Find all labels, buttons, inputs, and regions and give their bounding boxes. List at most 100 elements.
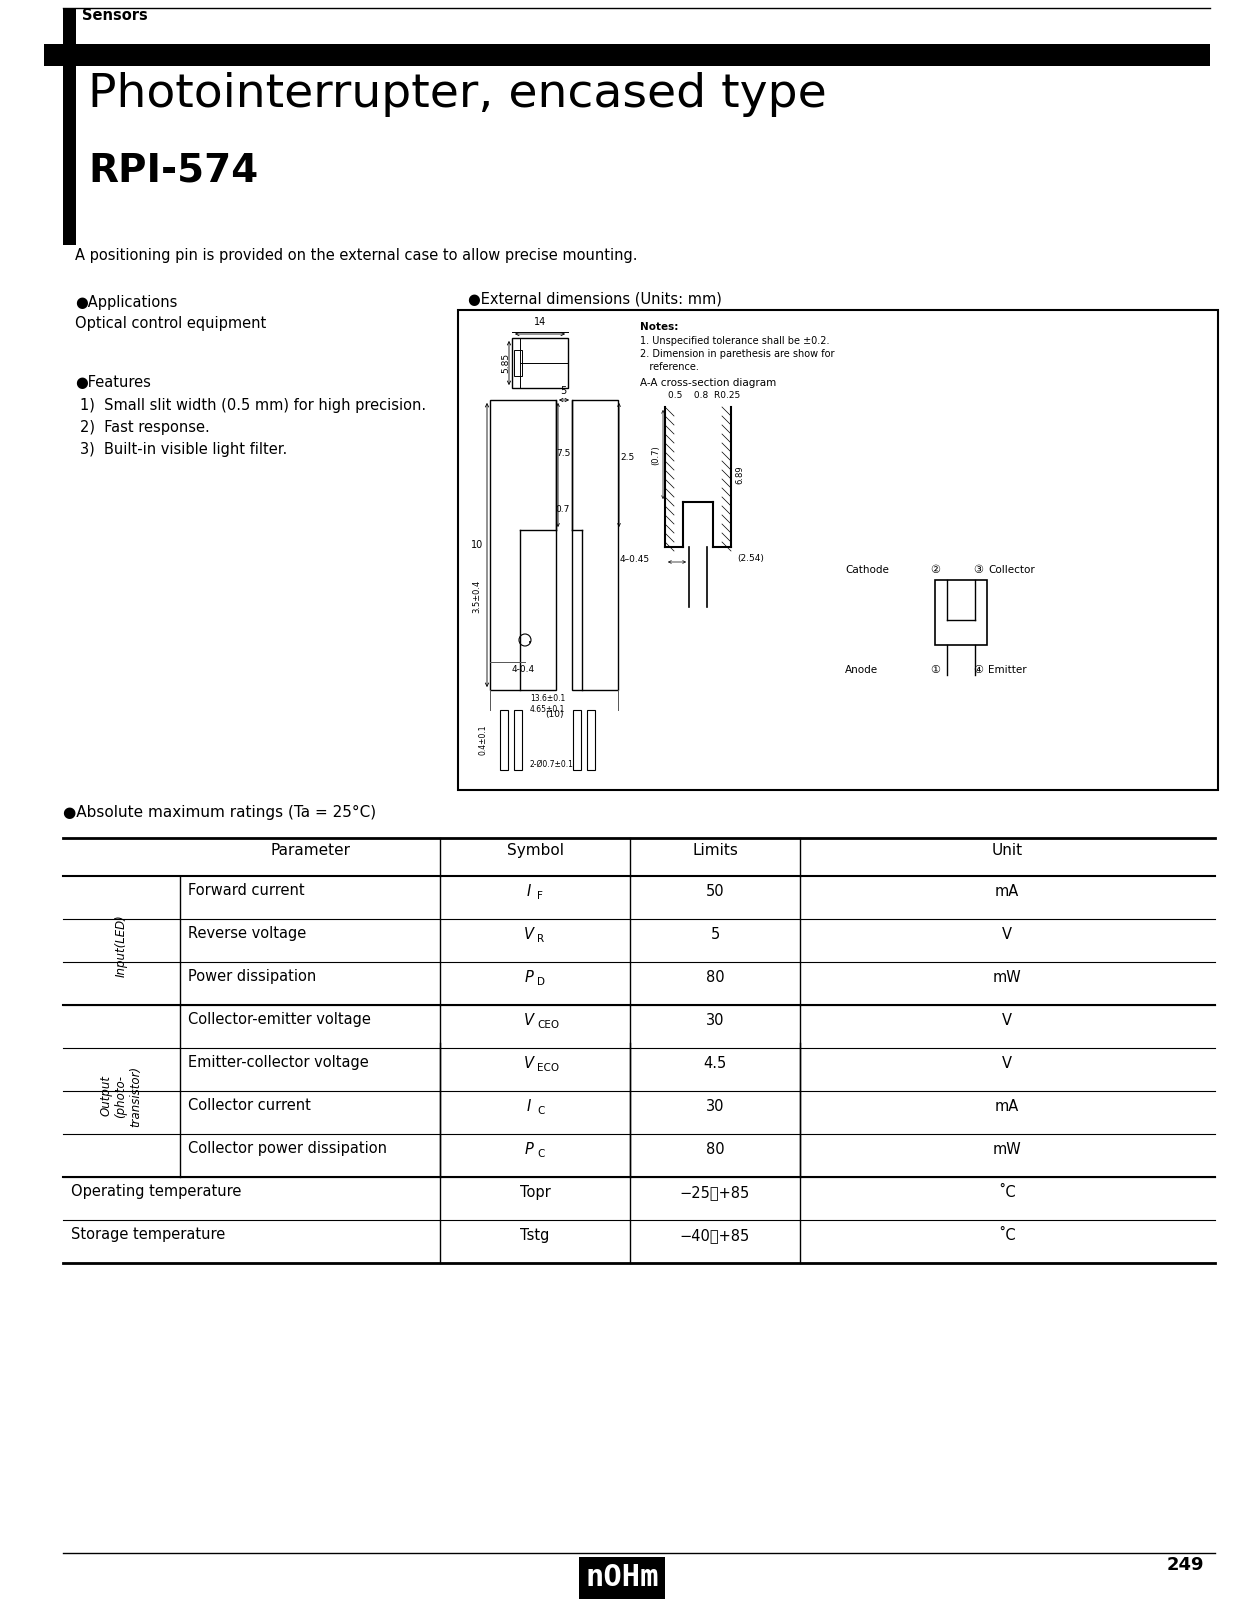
Text: 3)  Built-in visible light filter.: 3) Built-in visible light filter. (80, 442, 288, 458)
Text: mW: mW (992, 1142, 1021, 1157)
Text: V: V (1002, 1056, 1012, 1070)
Text: reference.: reference. (640, 362, 698, 371)
Text: 80: 80 (706, 1142, 725, 1157)
Text: C: C (537, 1106, 544, 1117)
Text: (0.7): (0.7) (651, 445, 660, 466)
Text: 2.5: 2.5 (620, 453, 634, 462)
Text: ˚C: ˚C (998, 1186, 1016, 1200)
Text: C: C (537, 1149, 544, 1158)
Text: F: F (537, 891, 543, 901)
Text: Unit: Unit (991, 843, 1022, 858)
Text: 1. Unspecified tolerance shall be ±0.2.: 1. Unspecified tolerance shall be ±0.2. (640, 336, 829, 346)
Text: 14: 14 (534, 317, 547, 326)
Bar (586, 710, 595, 770)
Text: ③: ③ (974, 565, 984, 574)
Bar (514, 710, 522, 770)
Text: 1)  Small slit width (0.5 mm) for high precision.: 1) Small slit width (0.5 mm) for high pr… (80, 398, 426, 413)
Text: 4–0.45: 4–0.45 (620, 555, 650, 563)
Text: 2)  Fast response.: 2) Fast response. (80, 419, 209, 435)
Text: Emitter: Emitter (989, 666, 1027, 675)
Text: V: V (1002, 926, 1012, 942)
Text: A-A cross-section diagram: A-A cross-section diagram (640, 378, 776, 387)
Bar (458, 310, 1218, 790)
Text: Storage temperature: Storage temperature (71, 1227, 225, 1242)
Text: 2. Dimension in parethesis are show for: 2. Dimension in parethesis are show for (640, 349, 834, 358)
Text: V: V (524, 1056, 534, 1070)
Text: 50: 50 (706, 883, 725, 899)
Text: ④: ④ (974, 666, 984, 675)
Text: Collector-emitter voltage: Collector-emitter voltage (188, 1013, 371, 1027)
Bar (500, 710, 508, 770)
Text: I: I (527, 1099, 532, 1114)
Text: ●Features: ●Features (75, 374, 151, 390)
Text: ECO: ECO (537, 1062, 559, 1074)
Text: V: V (524, 1013, 534, 1029)
Text: V: V (524, 926, 534, 942)
Text: 0.4±0.1: 0.4±0.1 (478, 725, 487, 755)
Text: 0.7: 0.7 (555, 506, 570, 515)
Bar (44, 43, 1210, 66)
Text: 30: 30 (706, 1013, 725, 1029)
Text: A positioning pin is provided on the external case to allow precise mounting.: A positioning pin is provided on the ext… (75, 248, 637, 262)
Text: ˚C: ˚C (998, 1229, 1016, 1243)
Text: mW: mW (992, 970, 1021, 986)
Text: Anode: Anode (845, 666, 878, 675)
Bar (935, 579, 987, 645)
Text: RPI-574: RPI-574 (88, 152, 258, 190)
Text: ①: ① (930, 666, 940, 675)
Text: 4-0.4: 4-0.4 (512, 666, 534, 674)
Text: ●External dimensions (Units: mm): ●External dimensions (Units: mm) (468, 291, 722, 307)
Text: Forward current: Forward current (188, 883, 305, 898)
Text: mA: mA (995, 883, 1020, 899)
Bar (512, 338, 568, 387)
Text: ②: ② (930, 565, 940, 574)
Text: −40～+85: −40～+85 (680, 1229, 751, 1243)
Text: Optical control equipment: Optical control equipment (75, 317, 266, 331)
Text: Output
(photo-
transistor): Output (photo- transistor) (100, 1066, 142, 1126)
Text: (2.54): (2.54) (737, 555, 764, 563)
Text: V: V (1002, 1013, 1012, 1029)
Text: ●Applications: ●Applications (75, 294, 177, 310)
Text: mA: mA (995, 1099, 1020, 1114)
Text: Collector current: Collector current (188, 1098, 311, 1114)
Bar (514, 350, 522, 376)
Text: 80: 80 (706, 970, 725, 986)
Text: Cathode: Cathode (845, 565, 889, 574)
Text: Collector power dissipation: Collector power dissipation (188, 1141, 387, 1155)
Bar (571, 400, 618, 690)
Text: 10: 10 (471, 541, 483, 550)
Text: Operating temperature: Operating temperature (71, 1184, 242, 1198)
Text: P: P (524, 970, 533, 986)
Text: 4.5: 4.5 (703, 1056, 727, 1070)
Text: Notes:: Notes: (640, 322, 679, 333)
Text: Reverse voltage: Reverse voltage (188, 926, 306, 941)
Text: 7.5: 7.5 (557, 448, 570, 458)
Text: 5: 5 (711, 926, 720, 942)
Text: Photointerrupter, encased type: Photointerrupter, encased type (88, 72, 827, 117)
Text: (10): (10) (545, 710, 563, 718)
Text: Sensors: Sensors (82, 8, 148, 22)
Text: 3.5±0.4: 3.5±0.4 (472, 579, 481, 613)
Text: Power dissipation: Power dissipation (188, 970, 316, 984)
Text: 13.6±0.1: 13.6±0.1 (530, 694, 565, 702)
Text: Tstg: Tstg (520, 1229, 550, 1243)
Text: 5.85: 5.85 (500, 354, 510, 373)
Bar (63, 8, 76, 245)
Text: −25～+85: −25～+85 (680, 1186, 751, 1200)
Bar (573, 710, 581, 770)
Text: Parameter: Parameter (270, 843, 350, 858)
Text: R: R (537, 934, 544, 944)
Text: Emitter-collector voltage: Emitter-collector voltage (188, 1054, 369, 1070)
Text: 30: 30 (706, 1099, 725, 1114)
Text: 0.5    0.8  R0.25: 0.5 0.8 R0.25 (669, 390, 741, 400)
Text: ●Absolute maximum ratings (Ta = 25°C): ●Absolute maximum ratings (Ta = 25°C) (63, 805, 376, 821)
Bar (491, 400, 557, 690)
Text: 6.89: 6.89 (735, 466, 745, 485)
Text: 5: 5 (560, 386, 566, 395)
Text: Collector: Collector (989, 565, 1035, 574)
Text: Input(LED): Input(LED) (115, 914, 127, 978)
Text: 4.65±0.1: 4.65±0.1 (530, 706, 565, 714)
Text: Symbol: Symbol (507, 843, 564, 858)
Text: 249: 249 (1167, 1555, 1204, 1574)
Text: 2-Ø0.7±0.1: 2-Ø0.7±0.1 (530, 760, 574, 770)
